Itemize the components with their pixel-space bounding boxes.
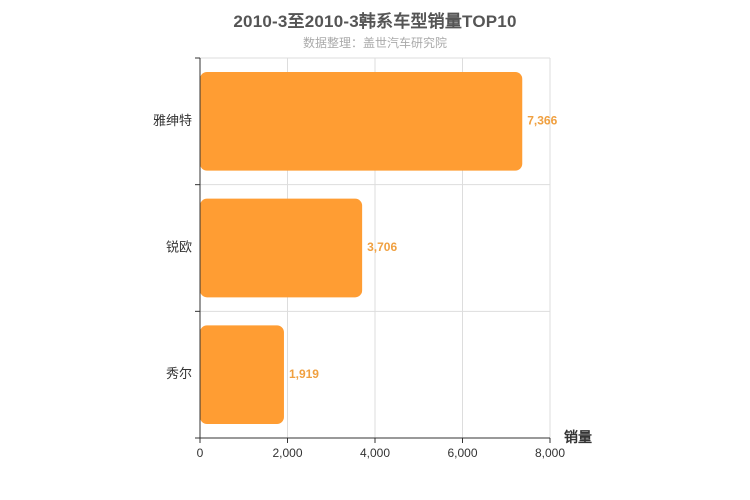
x-tick-label: 2,000 xyxy=(272,446,302,460)
category-label-1: 雅绅特 xyxy=(153,113,192,128)
bar-2 xyxy=(200,198,363,298)
x-tick-label: 6,000 xyxy=(447,446,477,460)
x-axis-title: 销量 xyxy=(564,429,592,445)
bar-3 xyxy=(200,325,284,424)
x-tick-label: 0 xyxy=(197,446,204,460)
data-label-2: 3,706 xyxy=(367,240,397,254)
data-label-1: 7,366 xyxy=(527,114,557,128)
x-tick-label: 8,000 xyxy=(535,446,565,460)
x-tick-label: 4,000 xyxy=(360,446,390,460)
category-label-3: 秀尔 xyxy=(166,366,192,381)
bar-1 xyxy=(200,72,523,171)
chart-subtitle: 数据整理：盖世汽车研究院 xyxy=(302,36,447,50)
chart-title: 2010-3至2010-3韩系车型销量TOP10 xyxy=(233,12,517,31)
category-label-2: 锐欧 xyxy=(166,239,192,254)
data-label-3: 1,919 xyxy=(289,367,319,381)
